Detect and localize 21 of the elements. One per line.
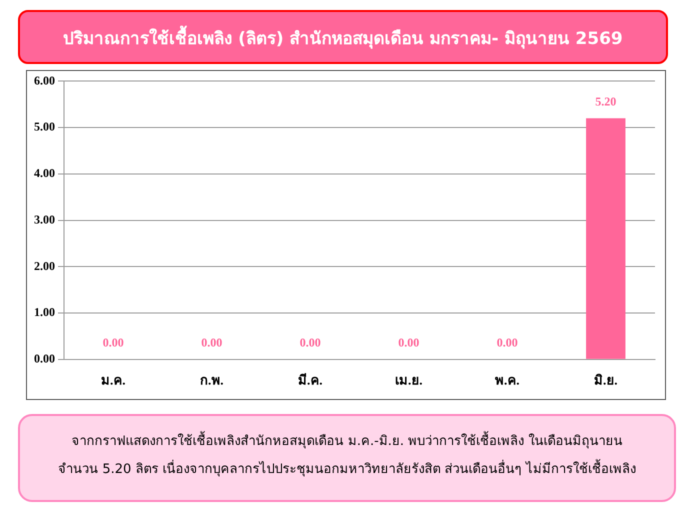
x-tick-label: พ.ค. [495,372,520,388]
y-tick-label: 1.00 [34,305,55,320]
data-label: 0.00 [201,335,222,350]
y-tick-label: 6.00 [34,73,55,88]
x-tick-label: ม.ค. [101,372,126,388]
data-label: 0.00 [102,335,124,350]
x-tick-label: มิ.ย. [594,372,618,388]
data-label: 0.00 [496,335,518,350]
x-tick-label: ก.พ. [200,372,224,388]
y-tick-label: 0.00 [34,351,55,366]
data-label: 0.00 [300,335,321,350]
y-tick-label: 2.00 [34,258,55,273]
x-tick-label: มี.ค. [298,372,322,388]
y-tick-label: 4.00 [34,166,55,180]
data-label: 5.20 [595,94,616,108]
data-label: 0.00 [398,335,420,350]
text: จากกราฟแสดงการใช้เชื้อเพลิงสำนักหอสมุดเดือน ม.ค.-มิ.ย. พบว่าการใช้เชื้อเพลิง ในเดือนมิถุนายน จำนวน 5.20 ลิตร เนื่องจากบุคลากรไปประชุมนอกมหาวิทยาลัยรังสิต ส่วนเดือนอื่นๆ ไม่มีการใช้เชื้อเพลิง [18,414,676,502]
chart-title: ปริมาณการใช้เชื้อเพลิง (ลิตร) สำนักหอสมุดเดือน มกราคม- มิถุนายน 2569 [18,10,668,64]
x-tick-label: เม.ย. [395,372,422,388]
y-tick-label: 3.00 [34,212,55,226]
y-tick-label: 5.00 [34,120,55,134]
